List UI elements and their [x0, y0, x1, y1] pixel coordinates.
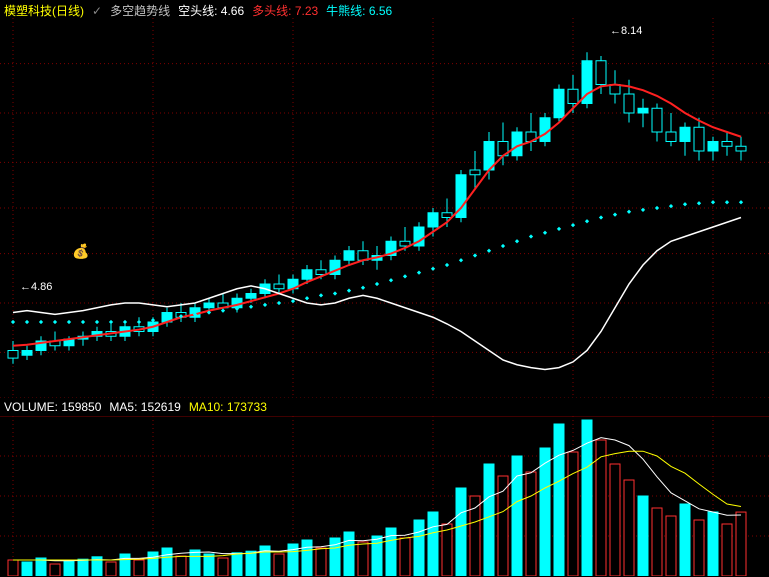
volume-header: VOLUME: 159850 MA5: 152619 MA10: 173733 — [4, 400, 267, 414]
check-icon: ✓ — [92, 4, 102, 18]
ma5-label: MA5: 152619 — [109, 400, 180, 414]
stock-name: 模塑科技(日线) — [4, 2, 84, 19]
volume-chart-area[interactable] — [0, 416, 769, 576]
indicator-name: 多空趋势线 — [110, 2, 170, 19]
bull-line-label: 牛熊线: 6.56 — [326, 2, 392, 19]
long-line-label: 多头线: 7.23 — [252, 2, 318, 19]
svg-text:←8.14: ←8.14 — [610, 25, 642, 37]
main-chart-area[interactable]: ←8.14 ←4.86 💰 — [0, 18, 769, 398]
main-header: 模塑科技(日线) ✓ 多空趋势线 空头线: 4.66 多头线: 7.23 牛熊线… — [4, 2, 392, 19]
volume-label: VOLUME: 159850 — [4, 400, 101, 414]
svg-text:←4.86: ←4.86 — [20, 281, 52, 293]
svg-text:💰: 💰 — [72, 243, 89, 260]
candlestick-svg: ←8.14 ←4.86 💰 — [0, 18, 769, 398]
short-line-label: 空头线: 4.66 — [178, 2, 244, 19]
volume-svg — [0, 416, 769, 576]
chart-container: 模塑科技(日线) ✓ 多空趋势线 空头线: 4.66 多头线: 7.23 牛熊线… — [0, 0, 769, 577]
ma10-label: MA10: 173733 — [189, 400, 267, 414]
